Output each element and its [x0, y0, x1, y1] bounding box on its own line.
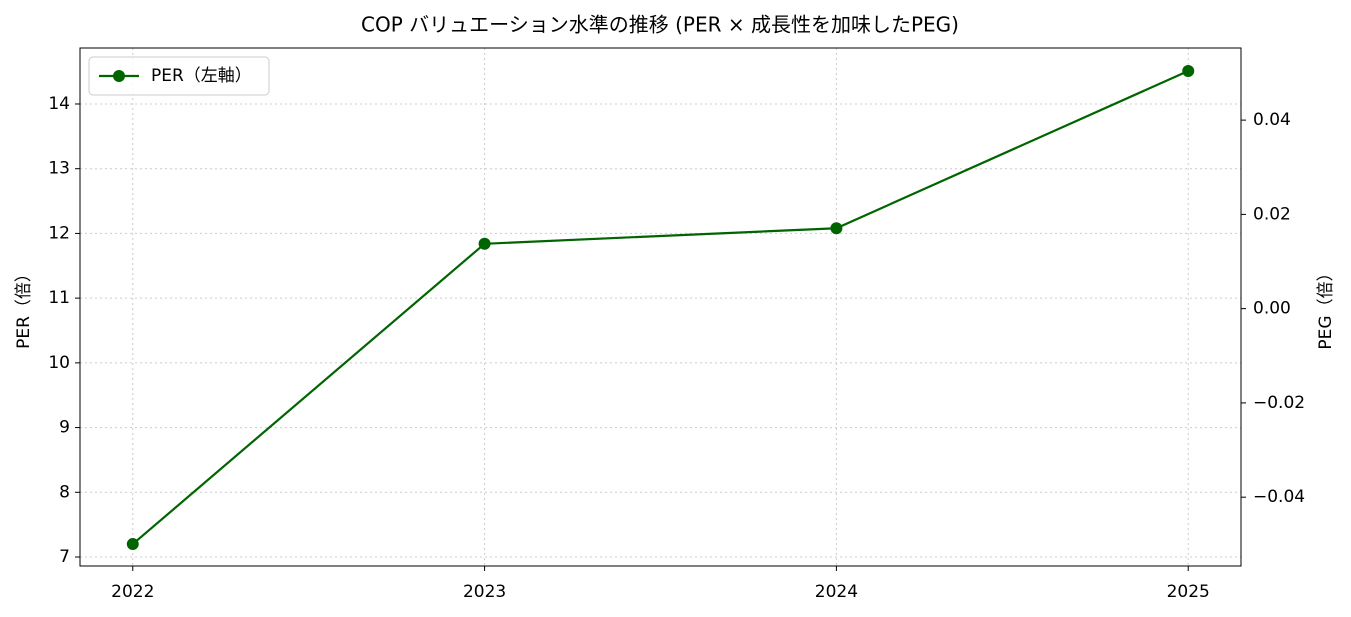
chart-title: COP バリュエーション水準の推移 (PER × 成長性を加味したPEG) — [361, 13, 959, 37]
point — [1182, 64, 1195, 77]
x-tick-label: 2024 — [815, 582, 858, 602]
legend-marker — [113, 70, 125, 82]
y-tick-label: 12 — [48, 223, 70, 243]
y2-tick-label: −0.04 — [1253, 487, 1305, 507]
point — [126, 538, 139, 551]
point — [478, 237, 491, 250]
y2-tick-label: 0.04 — [1253, 110, 1291, 130]
x-tick-label: 2023 — [463, 582, 506, 602]
y2-tick-label: −0.02 — [1253, 393, 1305, 413]
plot-frame — [79, 47, 1242, 567]
y2-tick-label: 0.00 — [1253, 299, 1291, 319]
y2-axis-label: PEG（倍） — [1316, 264, 1336, 349]
line — [132, 69, 1189, 545]
y-tick-label: 11 — [48, 288, 70, 308]
legend-box — [88, 56, 270, 96]
y-tick-label: 7 — [59, 547, 70, 567]
legend-label: PER（左軸） — [151, 66, 252, 86]
y-tick-label: 10 — [48, 353, 70, 373]
legend: PER（左軸） — [88, 56, 270, 96]
y-tick-label: 9 — [59, 418, 70, 438]
y-tick-label: 14 — [48, 94, 70, 114]
y-axis-label: PER（倍） — [14, 265, 34, 349]
point — [830, 222, 843, 235]
y-tick-label: 13 — [48, 159, 70, 179]
y2-tick-label: 0.02 — [1253, 204, 1291, 224]
x-tick-label: 2022 — [111, 582, 154, 602]
y-tick-label: 8 — [59, 482, 70, 502]
x-tick-label: 2025 — [1167, 582, 1210, 602]
